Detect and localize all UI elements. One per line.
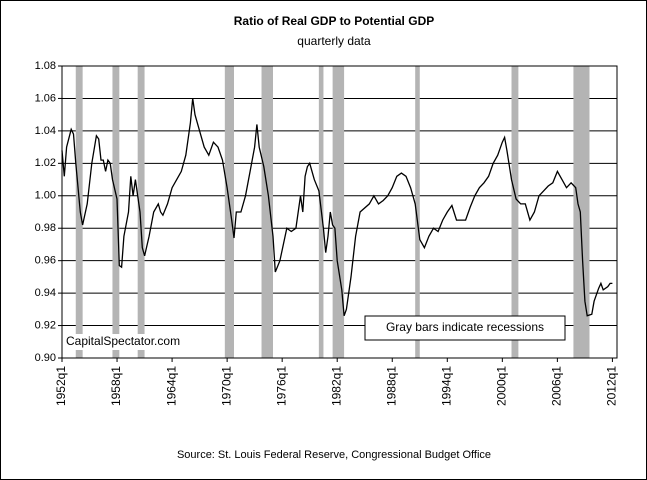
chart-subtitle: quarterly data (297, 34, 371, 48)
x-tick-label: 1994q1 (439, 366, 453, 406)
chart-title: Ratio of Real GDP to Potential GDP (234, 14, 434, 28)
y-tick-label: 0.96 (35, 255, 56, 267)
recession-bar (112, 66, 120, 358)
source: Source: St. Louis Federal Reserve, Congr… (177, 449, 491, 461)
watermark: CapitalSpectator.com (66, 334, 180, 348)
y-tick-label: 1.04 (35, 125, 56, 137)
data-line (61, 98, 613, 317)
x-tick-label: 1952q1 (54, 366, 68, 406)
y-tick-label: 0.90 (35, 352, 56, 364)
recession-bar (75, 66, 83, 358)
x-tick-label: 1988q1 (384, 366, 398, 406)
y-tick-label: 1.06 (35, 92, 56, 104)
y-tick-label: 1.02 (35, 157, 56, 169)
x-tick-label: 1970q1 (219, 366, 233, 406)
x-tick-label: 2006q1 (550, 366, 564, 406)
recession-bar (573, 66, 590, 358)
recession-bar (261, 66, 273, 358)
y-tick-label: 0.92 (35, 319, 56, 331)
recession-bar (415, 66, 420, 358)
annotation: Gray bars indicate recessions (386, 320, 544, 334)
x-tick-label: 1976q1 (274, 366, 288, 406)
x-tick-label: 1982q1 (329, 366, 343, 406)
y-tick-label: 0.94 (35, 287, 56, 299)
x-tick-label: 1964q1 (164, 366, 178, 406)
annotation-box (364, 315, 566, 341)
x-tick-label: 1958q1 (109, 366, 123, 406)
recession-bar (224, 66, 235, 358)
recession-bar (137, 66, 145, 358)
recession-bar (332, 66, 345, 358)
recession-bar (511, 66, 519, 358)
y-tick-label: 0.98 (35, 222, 56, 234)
watermark-bg (64, 334, 194, 350)
plot-area (61, 65, 618, 359)
x-tick-label: 2000q1 (495, 366, 509, 406)
x-tick-label: 2012q1 (605, 366, 619, 406)
y-tick-label: 1.08 (35, 60, 56, 72)
y-tick-label: 1.00 (35, 190, 56, 202)
